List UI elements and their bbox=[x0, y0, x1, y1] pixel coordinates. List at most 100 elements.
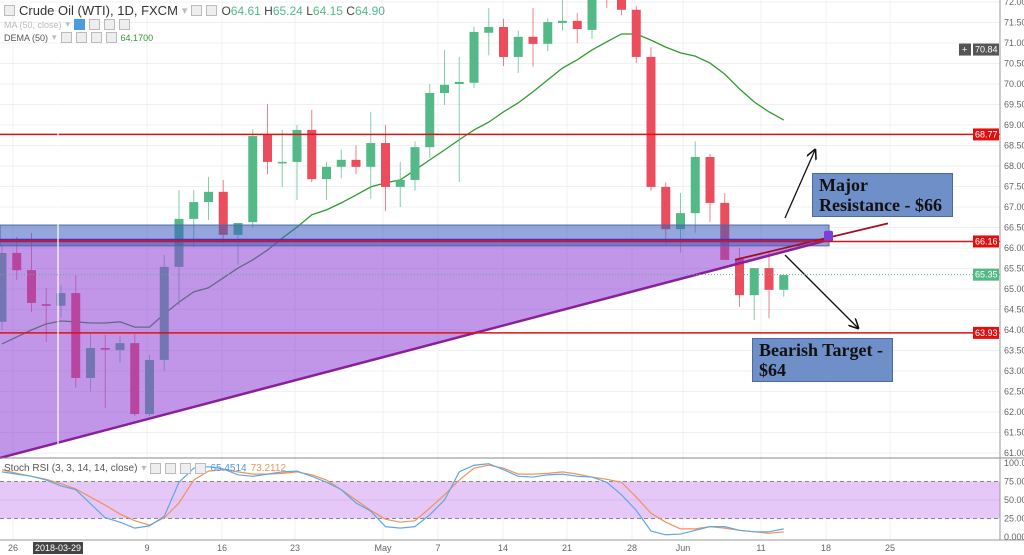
add-alert-button[interactable] bbox=[959, 43, 971, 56]
visibility-icon[interactable] bbox=[74, 19, 86, 30]
remove-icon[interactable] bbox=[105, 32, 117, 43]
annotation-bearish-target[interactable]: Bearish Target - $64 bbox=[752, 338, 893, 382]
visibility-icon[interactable] bbox=[150, 463, 162, 474]
candle-body[interactable] bbox=[676, 213, 685, 230]
stoch-rsi-pane[interactable] bbox=[0, 457, 1024, 536]
add-icon[interactable] bbox=[90, 32, 102, 43]
candle[interactable] bbox=[322, 161, 331, 201]
visibility-icon[interactable] bbox=[60, 32, 72, 43]
settings-icon[interactable] bbox=[191, 5, 203, 16]
candle[interactable] bbox=[617, 0, 626, 16]
candle-body[interactable] bbox=[381, 143, 390, 187]
candle-body[interactable] bbox=[690, 156, 700, 214]
candle[interactable] bbox=[572, 13, 582, 43]
candle[interactable] bbox=[646, 47, 656, 191]
candle-body[interactable] bbox=[661, 186, 671, 230]
triangle-pattern[interactable] bbox=[0, 239, 829, 458]
candle[interactable] bbox=[543, 18, 553, 52]
candle[interactable] bbox=[307, 109, 317, 183]
remove-icon[interactable] bbox=[195, 463, 207, 474]
candle-body[interactable] bbox=[189, 202, 199, 219]
ascending-trendline[interactable] bbox=[0, 238, 830, 460]
candle-body[interactable] bbox=[499, 27, 508, 57]
candle-body[interactable] bbox=[469, 31, 479, 83]
candle-body[interactable] bbox=[631, 9, 641, 57]
candle-body[interactable] bbox=[395, 179, 405, 187]
candle[interactable] bbox=[602, 0, 611, 9]
candle-body[interactable] bbox=[440, 84, 449, 94]
arrow-up[interactable] bbox=[784, 150, 815, 219]
candle-body[interactable] bbox=[263, 134, 272, 162]
candle-body[interactable] bbox=[307, 129, 317, 180]
candle-body[interactable] bbox=[366, 143, 376, 167]
candle-body[interactable] bbox=[277, 161, 287, 164]
candle[interactable] bbox=[292, 125, 302, 201]
candle-body[interactable] bbox=[558, 20, 567, 23]
candle[interactable] bbox=[499, 18, 508, 66]
drawings[interactable] bbox=[0, 0, 1000, 540]
candle-body[interactable] bbox=[513, 36, 523, 57]
drawing-handle[interactable] bbox=[824, 230, 833, 242]
remove-icon[interactable] bbox=[119, 19, 131, 30]
candle[interactable] bbox=[454, 56, 464, 182]
candle[interactable] bbox=[410, 141, 420, 191]
candle-body[interactable] bbox=[248, 136, 258, 223]
arrow-down[interactable] bbox=[784, 254, 858, 328]
candle-body[interactable] bbox=[204, 191, 213, 203]
candle-body[interactable] bbox=[410, 147, 420, 180]
candle[interactable] bbox=[484, 8, 494, 56]
candle-body[interactable] bbox=[484, 27, 494, 33]
collapse-icon[interactable] bbox=[4, 5, 15, 16]
dropdown-chevron-icon[interactable]: ▾ bbox=[141, 463, 147, 474]
candle[interactable] bbox=[263, 104, 272, 175]
hide-icon[interactable] bbox=[206, 5, 218, 16]
candle-body[interactable] bbox=[454, 81, 464, 84]
settings-icon[interactable] bbox=[89, 19, 101, 30]
candle-body[interactable] bbox=[587, 0, 597, 30]
candle[interactable] bbox=[351, 145, 361, 175]
candle-body[interactable] bbox=[218, 191, 228, 235]
candle[interactable] bbox=[690, 141, 700, 233]
candle[interactable] bbox=[381, 125, 390, 212]
candle[interactable] bbox=[631, 6, 641, 64]
candle-body[interactable] bbox=[322, 166, 331, 180]
candle[interactable] bbox=[440, 49, 449, 105]
candle[interactable] bbox=[248, 129, 258, 228]
candle[interactable] bbox=[749, 268, 759, 321]
annotation-major-resistance[interactable]: Major Resistance - $66 bbox=[812, 173, 953, 217]
candle[interactable] bbox=[425, 84, 435, 158]
candle[interactable] bbox=[528, 8, 538, 67]
candle-body[interactable] bbox=[292, 129, 302, 162]
candle[interactable] bbox=[469, 26, 479, 89]
candle-body[interactable] bbox=[543, 22, 553, 44]
add-icon[interactable] bbox=[104, 19, 116, 30]
candle[interactable] bbox=[705, 153, 715, 223]
candle-body[interactable] bbox=[572, 20, 582, 30]
candle[interactable] bbox=[395, 161, 405, 207]
candle[interactable] bbox=[204, 177, 213, 221]
candle-body[interactable] bbox=[779, 275, 789, 290]
settings-icon[interactable] bbox=[165, 463, 177, 474]
candle-body[interactable] bbox=[336, 159, 346, 167]
settings-icon[interactable] bbox=[75, 32, 87, 43]
candle[interactable] bbox=[513, 30, 523, 73]
dropdown-chevron-icon[interactable]: ▾ bbox=[181, 5, 188, 17]
candle-body[interactable] bbox=[705, 156, 715, 203]
candle[interactable] bbox=[277, 129, 287, 187]
candle-body[interactable] bbox=[735, 259, 744, 296]
candle[interactable] bbox=[779, 275, 789, 297]
resistance-zone[interactable] bbox=[0, 224, 830, 247]
candle-body[interactable] bbox=[764, 268, 774, 290]
candle[interactable] bbox=[558, 0, 567, 31]
candle[interactable] bbox=[587, 0, 597, 39]
candle-body[interactable] bbox=[617, 0, 626, 10]
dropdown-chevron-icon[interactable]: ▾ bbox=[65, 19, 71, 29]
dropdown-chevron-icon[interactable]: ▾ bbox=[52, 32, 57, 42]
candle-body[interactable] bbox=[351, 159, 361, 167]
candle-body[interactable] bbox=[528, 36, 538, 44]
candle-body[interactable] bbox=[749, 268, 759, 296]
candle-body[interactable] bbox=[425, 93, 435, 148]
candle-body[interactable] bbox=[646, 56, 656, 187]
add-icon[interactable] bbox=[180, 463, 192, 474]
